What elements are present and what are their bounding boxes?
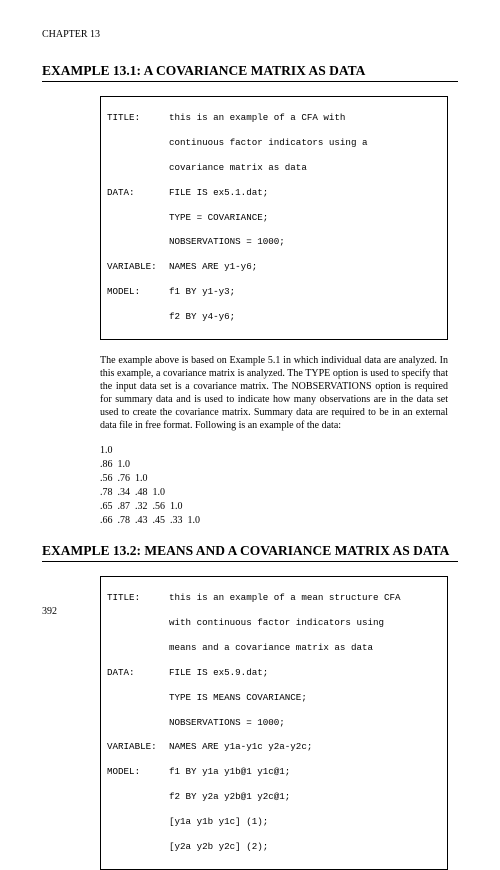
code-text: [y2a y2b y2c] (2); [169,841,268,852]
code-text: TYPE = COVARIANCE; [169,212,268,223]
code-label: DATA: [107,667,169,679]
code-text: with continuous factor indicators using [169,617,384,628]
example-13-1-paragraph: The example above is based on Example 5.… [100,354,448,432]
data-row: .78 .34 .48 1.0 [100,487,165,498]
data-row: .66 .78 .43 .45 .33 1.0 [100,515,200,526]
data-row: .86 1.0 [100,459,130,470]
code-text: means and a covariance matrix as data [169,642,373,653]
code-text: f1 BY y1a y1b@1 y1c@1; [169,766,290,777]
code-text: NOBSERVATIONS = 1000; [169,236,285,247]
code-text: TYPE IS MEANS COVARIANCE; [169,692,307,703]
code-label: VARIABLE: [107,741,169,753]
example-13-1-heading: EXAMPLE 13.1: A COVARIANCE MATRIX AS DAT… [42,62,458,82]
code-text: NAMES ARE y1-y6; [169,261,257,272]
code-text: continuous factor indicators using a [169,137,367,148]
example-13-2-heading: EXAMPLE 13.2: MEANS AND A COVARIANCE MAT… [42,542,458,562]
data-row: .56 .76 1.0 [100,473,148,484]
code-text: this is an example of a mean structure C… [169,592,401,603]
code-label: VARIABLE: [107,261,169,273]
page-number: 392 [42,605,57,619]
code-label: MODEL: [107,286,169,298]
code-text: this is an example of a CFA with [169,112,345,123]
data-row: .65 .87 .32 .56 1.0 [100,501,183,512]
example-13-2-code-box: TITLE:this is an example of a mean struc… [100,576,448,870]
code-label: TITLE: [107,592,169,604]
code-text: FILE IS ex5.1.dat; [169,187,268,198]
code-text: NOBSERVATIONS = 1000; [169,717,285,728]
example-13-1-data-block: 1.0 .86 1.0 .56 .76 1.0 .78 .34 .48 1.0 … [100,444,458,528]
code-text: f1 BY y1-y3; [169,286,235,297]
code-text: NAMES ARE y1a-y1c y2a-y2c; [169,741,312,752]
code-label: MODEL: [107,766,169,778]
example-13-1-code-box: TITLE:this is an example of a CFA with c… [100,96,448,340]
code-text: FILE IS ex5.9.dat; [169,667,268,678]
code-text: f2 BY y2a y2b@1 y2c@1; [169,791,290,802]
code-text: [y1a y1b y1c] (1); [169,816,268,827]
code-text: f2 BY y4-y6; [169,311,235,322]
code-text: covariance matrix as data [169,162,307,173]
chapter-label: CHAPTER 13 [42,28,458,42]
data-row: 1.0 [100,445,113,456]
code-label: DATA: [107,187,169,199]
code-label: TITLE: [107,112,169,124]
